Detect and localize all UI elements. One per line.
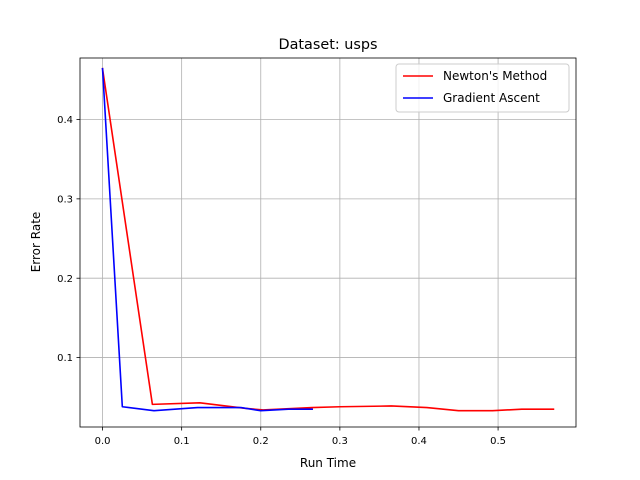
x-tick-label: 0.2 (253, 436, 269, 447)
plot-area-frame (79, 57, 577, 428)
series-line-0 (101, 67, 555, 412)
grid-lines (80, 58, 576, 427)
legend-box (395, 63, 570, 113)
y-tick-label: 0.4 (57, 115, 73, 126)
series-layer (101, 67, 555, 412)
x-tick-label: 0.0 (95, 436, 111, 447)
y-axis-label: Error Rate (29, 212, 43, 273)
x-axis: 0.0 0.1 0.2 0.3 0.4 0.5 (95, 427, 506, 447)
chart-title: Dataset: usps (278, 37, 377, 53)
legend: Newton's Method Gradient Ascent (395, 63, 570, 113)
x-tick-label: 0.1 (174, 436, 190, 447)
legend-label-1: Gradient Ascent (443, 91, 540, 105)
y-axis: 0.1 0.2 0.3 0.4 (57, 115, 80, 364)
series-line-1 (101, 67, 313, 412)
x-tick-label: 0.4 (411, 436, 427, 447)
legend-label-0: Newton's Method (443, 69, 547, 83)
y-tick-label: 0.2 (57, 274, 73, 285)
x-tick-label: 0.3 (332, 436, 348, 447)
x-tick-label: 0.5 (490, 436, 506, 447)
x-axis-label: Run Time (300, 456, 356, 470)
y-tick-label: 0.1 (57, 353, 73, 364)
y-tick-label: 0.3 (57, 194, 73, 205)
